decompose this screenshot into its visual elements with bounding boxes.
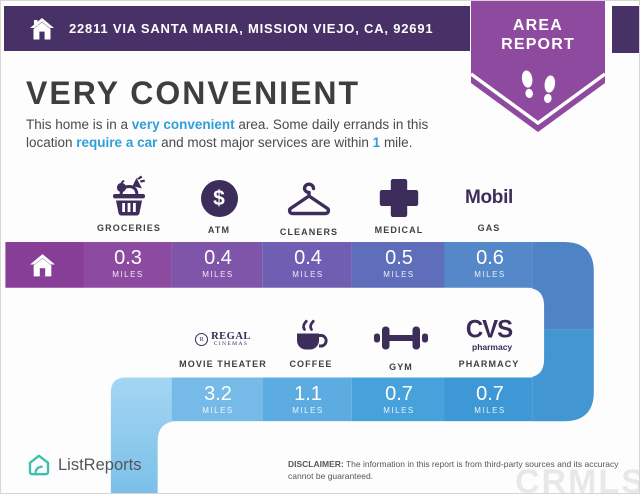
distance-gym: 0.7 MILES bbox=[383, 383, 415, 416]
distance-atm: 0.4 MILES bbox=[202, 247, 234, 280]
distance-movie-theater: 3.2 MILES bbox=[202, 383, 234, 416]
grocery-basket-icon bbox=[113, 175, 145, 216]
hanger-icon bbox=[287, 182, 331, 216]
footprints-icon bbox=[521, 70, 556, 104]
property-address: 22811 VIA SANTA MARIA, MISSION VIEJO, CA… bbox=[69, 21, 434, 36]
distance-gas: 0.6 MILES bbox=[474, 247, 506, 280]
home-icon bbox=[30, 17, 54, 39]
header-corner-block bbox=[612, 6, 639, 53]
place-cleaners: CLEANERS bbox=[254, 171, 364, 237]
place-label: ATM bbox=[207, 225, 231, 235]
convenience-description: This home is in a very convenient area. … bbox=[26, 117, 429, 150]
page-title: VERY CONVENIENT bbox=[26, 75, 361, 111]
place-label: COFFEE bbox=[289, 359, 333, 369]
place-gym: GYM bbox=[346, 317, 456, 372]
place-medical: MEDICAL bbox=[344, 171, 454, 235]
place-gas: Mobil GAS bbox=[434, 171, 544, 233]
distance-pharmacy: 0.7 MILES bbox=[474, 383, 506, 416]
place-label: GROCERIES bbox=[97, 223, 161, 233]
area-report-badge: AREA REPORT bbox=[469, 1, 607, 141]
highlight-require-a-car: require a car bbox=[76, 134, 158, 150]
badge-shield-shape bbox=[469, 1, 607, 132]
place-label: MEDICAL bbox=[374, 225, 424, 235]
dumbbell-icon bbox=[374, 326, 428, 350]
highlight-very-convenient: very convenient bbox=[131, 117, 235, 132]
highlight-one-mile: 1 bbox=[372, 134, 381, 150]
place-label: GYM bbox=[389, 362, 413, 372]
place-label: CLEANERS bbox=[279, 227, 339, 237]
medical-cross-icon bbox=[379, 179, 419, 217]
home-marker-icon bbox=[30, 254, 55, 277]
dollar-circle-icon: $ bbox=[200, 180, 238, 217]
distance-groceries: 0.3 MILES bbox=[112, 247, 144, 280]
listreports-wordmark: ListReports bbox=[58, 455, 142, 474]
place-movie-theater: R REGAL CINEMAS MOVIE THEATER bbox=[168, 317, 278, 369]
mobil-logo: Mobil bbox=[464, 187, 514, 208]
place-coffee: COFFEE bbox=[256, 317, 366, 369]
place-atm: $ ATM bbox=[164, 171, 274, 235]
coffee-cup-icon bbox=[297, 319, 328, 350]
listreports-house-icon bbox=[28, 454, 50, 476]
listreports-logo: ListReports bbox=[27, 453, 141, 477]
crmls-watermark: CRMLS bbox=[515, 463, 640, 494]
address-header-bar: 22811 VIA SANTA MARIA, MISSION VIEJO, CA… bbox=[4, 6, 470, 51]
distance-medical: 0.5 MILES bbox=[383, 247, 415, 280]
place-label: GAS bbox=[477, 223, 501, 233]
place-pharmacy: CVS pharmacy PHARMACY bbox=[434, 315, 544, 369]
distance-cleaners: 0.4 MILES bbox=[292, 247, 324, 280]
regal-cinemas-logo: R REGAL CINEMAS bbox=[195, 331, 251, 353]
badge-title: AREA REPORT bbox=[501, 17, 575, 53]
disclaimer-text: DISCLAIMER: The information in this repo… bbox=[288, 459, 619, 481]
place-label: PHARMACY bbox=[458, 359, 520, 369]
distance-coffee: 1.1 MILES bbox=[292, 383, 324, 416]
place-groceries: GROCERIES bbox=[74, 171, 184, 233]
cvs-pharmacy-logo: CVS pharmacy bbox=[465, 314, 513, 352]
place-label: MOVIE THEATER bbox=[179, 359, 267, 369]
